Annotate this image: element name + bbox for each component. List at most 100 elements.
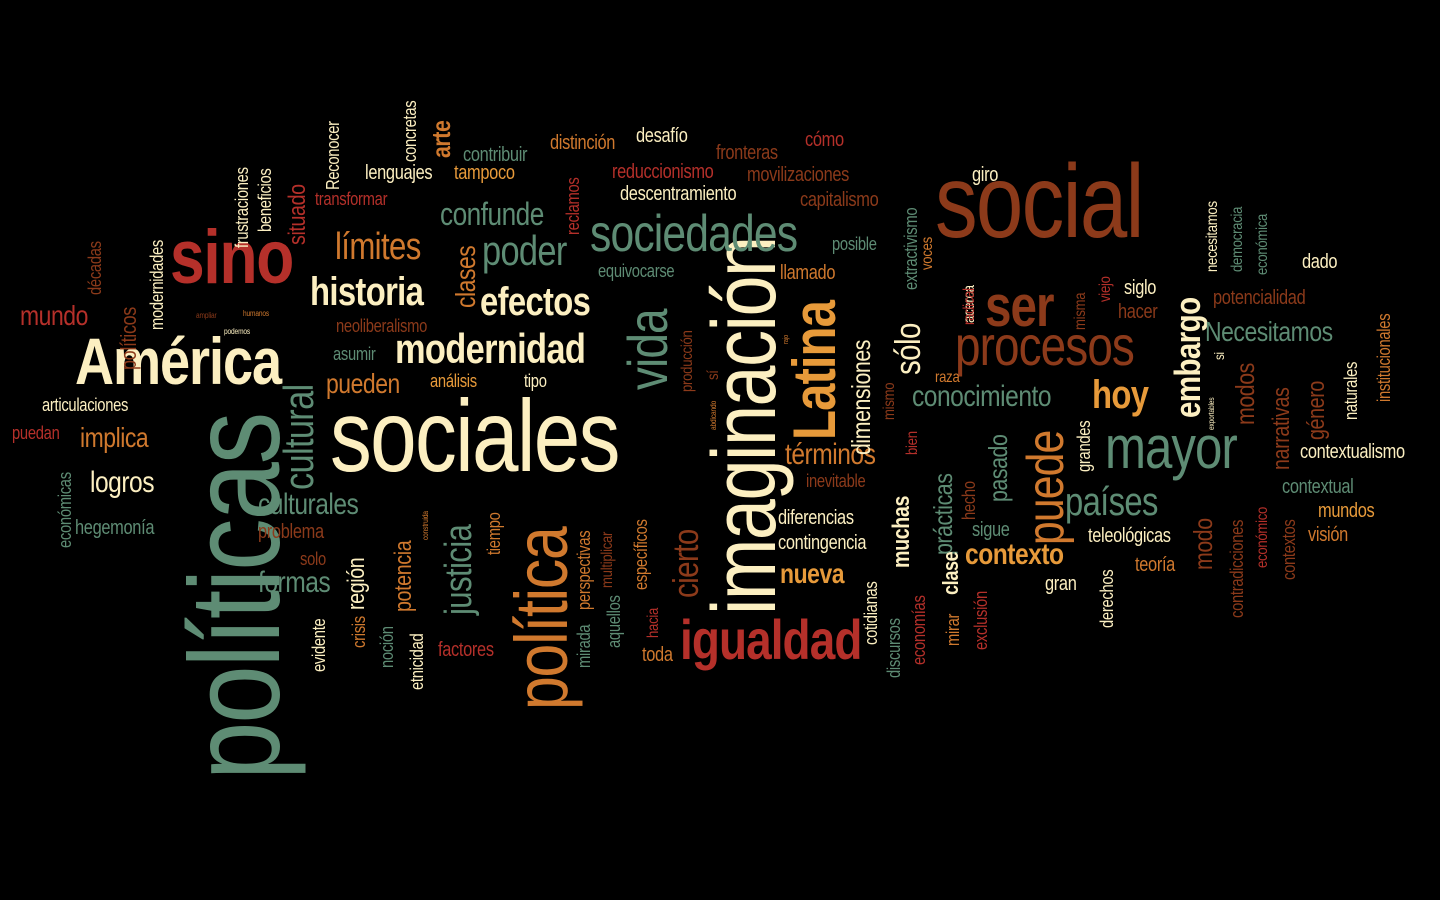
word-naturales: naturales [1341,361,1361,420]
word-si-accent: sí [705,370,722,380]
word-formas: formas [258,566,331,599]
word-extractivismo: extractivismo [901,207,921,290]
word-humanos: humanos [243,309,270,318]
word-social: social [935,144,1145,260]
word-especificos: específicos [631,519,651,590]
word-implica: implica [80,422,149,453]
word-pasado: pasado [983,434,1013,502]
word-analisis: análisis [430,371,477,391]
word-equivocarse: equivocarse [598,261,675,281]
word-derechos: derechos [1097,569,1117,628]
word-etnicidad: etnicidad [407,633,427,690]
word-sociedades: sociedades [590,205,798,263]
word-modernidad: modernidad [395,325,586,372]
word-construida: construida [421,511,430,540]
word-solo: sólo [887,323,928,375]
word-genero: género [1303,381,1330,440]
word-america: América [75,324,282,398]
word-modos: modos [1230,363,1260,425]
word-contexto: contexto [965,538,1064,571]
word-decadas: décadas [85,241,105,295]
word-culturales: culturales [258,488,359,521]
word-hecho: hecho [959,481,979,520]
word-cierto: cierto [665,529,706,598]
word-modo: modo [1188,518,1218,570]
word-mayor: mayor [1105,414,1238,481]
word-sino: sino [170,215,294,300]
word-situado: situado [284,184,311,245]
word-cotidianas: cotidianas [861,581,881,645]
word-teleologicas: teleológicas [1088,525,1171,547]
word-diferencias: diferencias [778,507,854,529]
word-problema: problema [258,521,324,543]
word-confunde: confunde [440,196,544,232]
word-nueva: nueva [780,558,845,589]
word-produccion: producción [679,330,696,392]
word-politicos: políticos [116,307,141,370]
word-institucionales: institucionales [1374,313,1394,402]
word-aquellos: aquellos [604,595,624,648]
word-bien: bien [904,431,921,455]
word-reconocer: Reconocer [323,121,343,190]
word-discursos: discursos [884,618,904,678]
word-evidente: evidente [309,618,329,672]
word-frustraciones: frustraciones [232,167,252,248]
word-toda: toda [642,644,673,666]
word-tiempo: tiempo [484,512,504,555]
word-descentramiento: descentramiento [620,183,737,205]
word-como: cómo [805,129,844,151]
word-arte: arte [426,120,456,158]
word-desafio: desafío [636,125,688,147]
word-sociales: sociales [330,379,620,493]
word-tampoco: tampoco [454,162,515,184]
word-si: si [1211,352,1227,360]
word-mirar: mirar [943,613,963,646]
word-tipo: tipo [524,371,547,391]
word-vision: visión [1308,524,1348,546]
word-modernidades: modernidades [147,239,167,330]
word-solo-lower: solo [300,549,326,569]
word-radical: radical [961,288,978,325]
word-paises: países [1065,480,1158,524]
word-perspectivas: perspectivas [574,530,594,610]
word-potencialidad: potencialidad [1213,287,1306,309]
word-clase: clase [938,551,963,595]
word-embargo: embargo [1167,297,1208,418]
word-latina: Latina [781,301,848,440]
word-factores: factores [438,639,494,661]
word-potencia: potencia [390,540,417,612]
word-mundo: mundo [20,300,88,331]
word-ampliar: ampliar [196,311,217,320]
word-articulaciones: articulaciones [42,395,129,415]
word-inevitable: inevitable [806,471,866,491]
word-sigue: sigue [972,519,1010,541]
word-region: región [343,557,370,610]
word-lenguajes: lenguajes [365,162,433,184]
word-contextos: contextos [1279,519,1299,580]
word-muchas: muchas [888,495,915,568]
word-economias: economías [909,595,929,665]
word-raza: raza [935,369,960,386]
word-hoy: hoy [1092,373,1149,417]
word-logros: logros [90,466,155,499]
word-hegemonia: hegemonía [75,517,155,539]
word-economica: económica [1254,213,1271,275]
word-vida: vida [616,309,679,390]
word-rajo: rajo [783,334,790,344]
word-posible: posible [832,234,877,254]
word-reduccionismo: reduccionismo [612,161,714,183]
word-transformar: transformar [315,189,388,209]
word-hacer: hacer [1118,301,1158,323]
word-igualdad: igualdad [680,608,862,671]
word-procesos: procesos [955,314,1135,377]
word-economico: económico [1254,506,1271,568]
word-multiplicar: multiplicar [599,531,616,588]
word-llamado: llamado [780,262,836,284]
word-dimensiones: dimensiones [846,339,876,455]
word-giro: giro [972,164,999,186]
word-dado: dado [1302,251,1338,273]
word-historia: historia [310,270,424,314]
word-justicia: justicia [438,524,480,615]
word-nocion: noción [377,626,397,668]
